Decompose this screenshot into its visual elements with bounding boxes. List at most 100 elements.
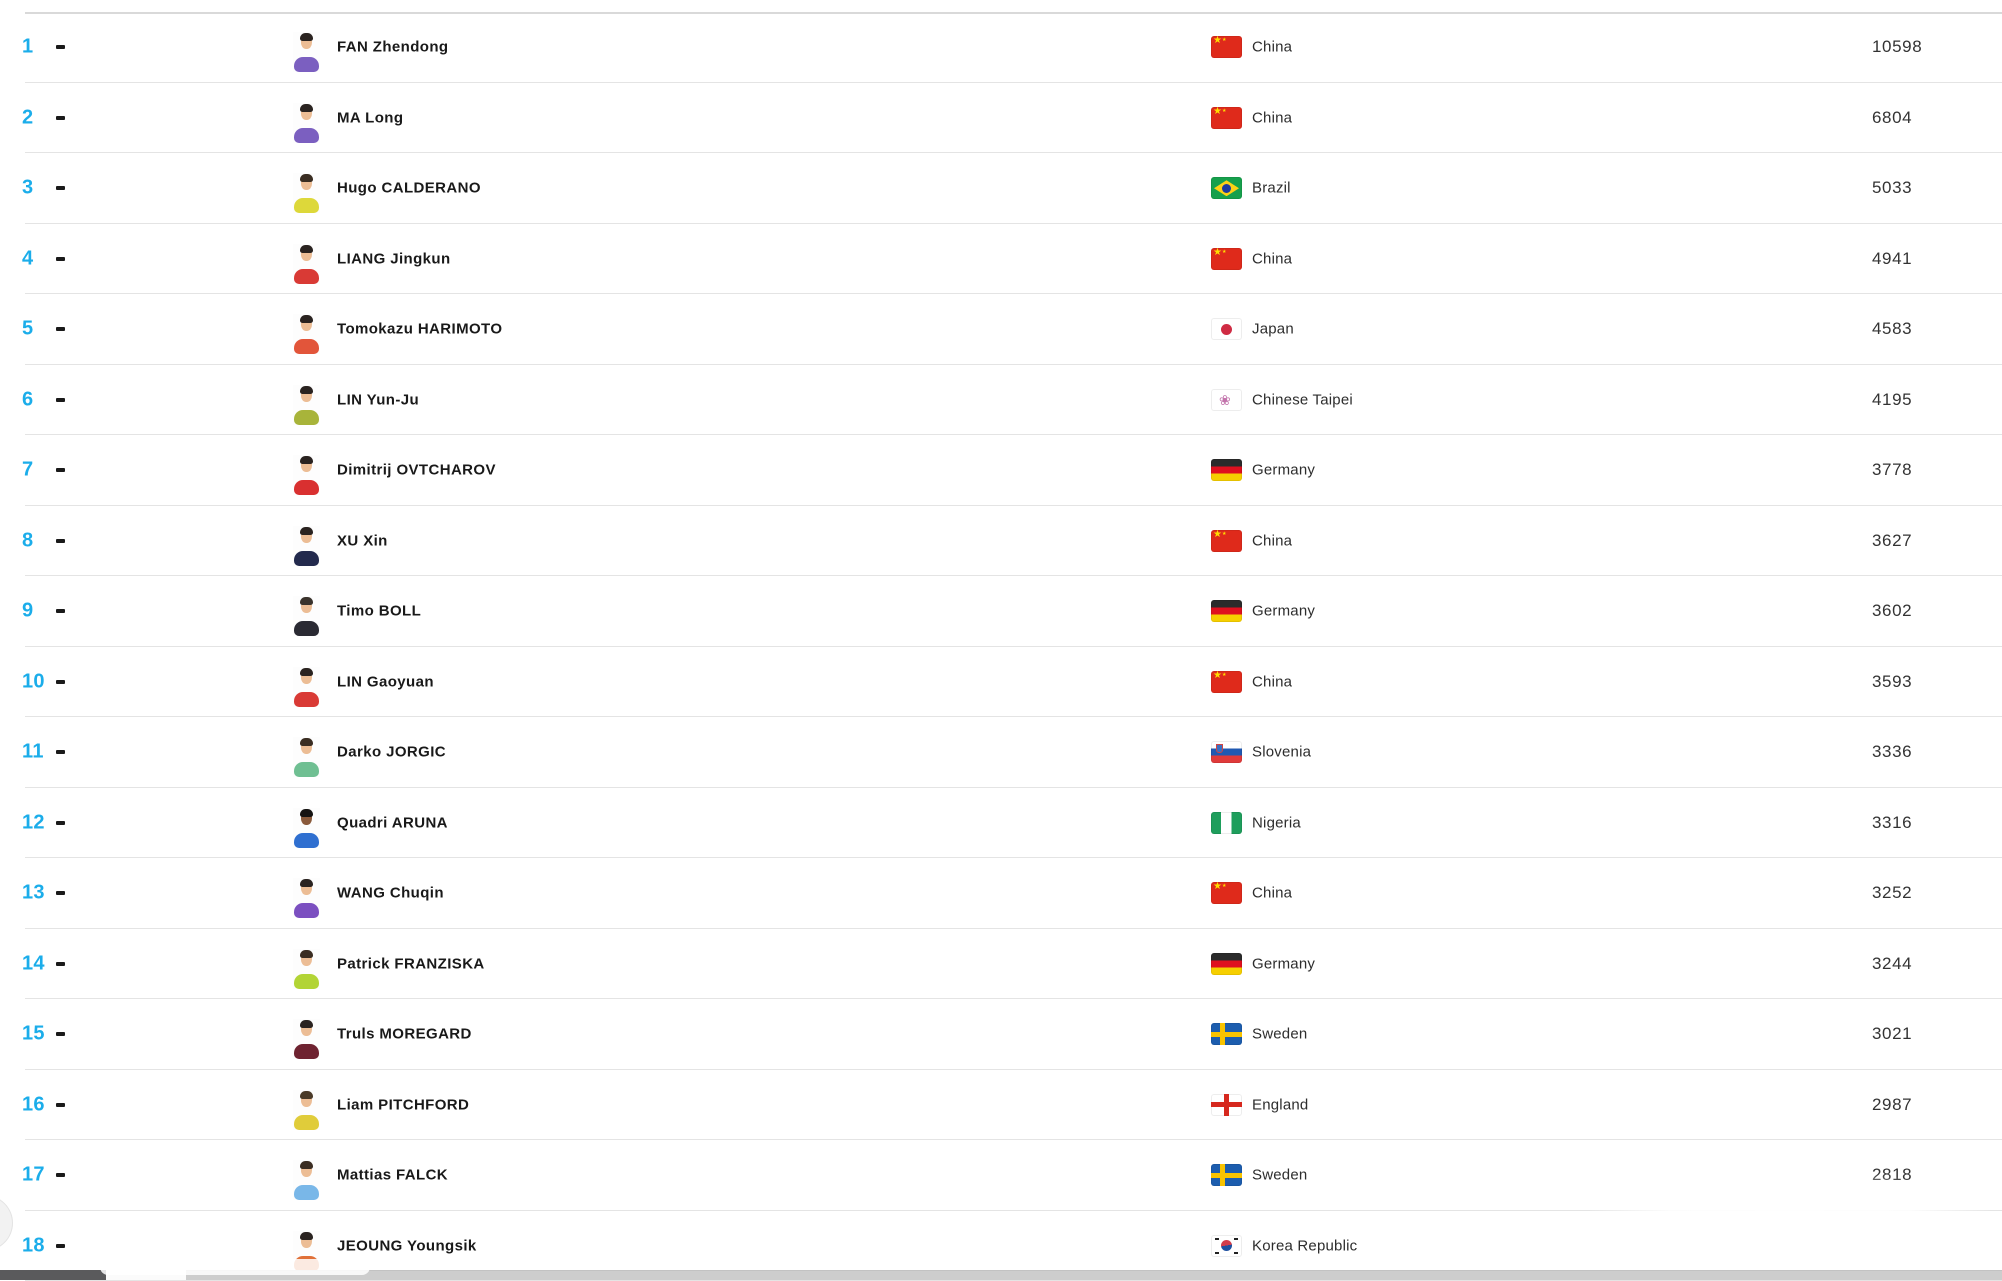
country-name: Nigeria: [1252, 814, 1301, 831]
player-avatar: [293, 173, 320, 213]
country-name: China: [1252, 885, 1292, 902]
avatar-hair: [300, 738, 313, 746]
avatar-shirt: [294, 269, 319, 284]
avatar-hair: [300, 315, 313, 323]
sweden-flag-icon: [1211, 1164, 1242, 1186]
player-name-link[interactable]: Patrick FRANZISKA: [337, 955, 485, 972]
table-row[interactable]: 13 WANG Chuqin China 3252: [0, 858, 2002, 929]
rank-change-dash-icon: [56, 327, 65, 331]
player-avatar: [293, 244, 320, 284]
table-row[interactable]: 5 Tomokazu HARIMOTO Japan 4583: [0, 294, 2002, 365]
player-name-link[interactable]: Truls MOREGARD: [337, 1026, 472, 1043]
chinese-taipei-flag-icon: [1211, 389, 1242, 411]
rank-number: 17: [22, 1164, 45, 1187]
player-avatar: [293, 1231, 320, 1271]
table-row[interactable]: 8 XU Xin China 3627: [0, 506, 2002, 577]
avatar-hair: [300, 527, 313, 535]
player-name-link[interactable]: LIANG Jingkun: [337, 250, 451, 267]
rank-change-dash-icon: [56, 750, 65, 754]
horizontal-scrollbar[interactable]: [0, 1270, 2002, 1280]
table-row[interactable]: 7 Dimitrij OVTCHAROV Germany 3778: [0, 435, 2002, 506]
table-row[interactable]: 9 Timo BOLL Germany 3602: [0, 576, 2002, 647]
points-value: 10598: [1872, 37, 1922, 57]
table-row[interactable]: 11 Darko JORGIC Slovenia 3336: [0, 717, 2002, 788]
player-name-link[interactable]: LIN Yun-Ju: [337, 391, 419, 408]
points-value: 3778: [1872, 460, 1912, 480]
avatar-hair: [300, 950, 313, 958]
country-name: Slovenia: [1252, 744, 1311, 761]
avatar-hair: [300, 1020, 313, 1028]
player-name-link[interactable]: Tomokazu HARIMOTO: [337, 321, 502, 338]
avatar-shirt: [294, 1256, 319, 1271]
table-row[interactable]: 6 LIN Yun-Ju Chinese Taipei 4195: [0, 365, 2002, 436]
country-name: Chinese Taipei: [1252, 391, 1353, 408]
points-value: 3021: [1872, 1024, 1912, 1044]
rank-change-dash-icon: [56, 45, 65, 49]
table-row[interactable]: 15 Truls MOREGARD Sweden 3021: [0, 999, 2002, 1070]
rank-change-dash-icon: [56, 539, 65, 543]
avatar-hair: [300, 1091, 313, 1099]
table-row[interactable]: 16 Liam PITCHFORD England 2987: [0, 1070, 2002, 1141]
country-name: Sweden: [1252, 1167, 1307, 1184]
rank-change-dash-icon: [56, 257, 65, 261]
player-name-link[interactable]: LIN Gaoyuan: [337, 673, 434, 690]
player-name-link[interactable]: Hugo CALDERANO: [337, 180, 481, 197]
table-row[interactable]: 14 Patrick FRANZISKA Germany 3244: [0, 929, 2002, 1000]
china-flag-icon: [1211, 671, 1242, 693]
avatar-hair: [300, 879, 313, 887]
rank-change-dash-icon: [56, 962, 65, 966]
player-name-link[interactable]: Quadri ARUNA: [337, 814, 448, 831]
player-avatar: [293, 667, 320, 707]
rank-number: 3: [22, 177, 33, 200]
rank-number: 14: [22, 952, 45, 975]
table-row[interactable]: 3 Hugo CALDERANO Brazil 5033: [0, 153, 2002, 224]
rank-number: 16: [22, 1093, 45, 1116]
rank-number: 2: [22, 106, 33, 129]
country-name: Korea Republic: [1252, 1237, 1357, 1254]
player-avatar: [293, 1160, 320, 1200]
avatar-shirt: [294, 833, 319, 848]
avatar-hair: [300, 386, 313, 394]
player-name-link[interactable]: Dimitrij OVTCHAROV: [337, 462, 496, 479]
player-name-link[interactable]: FAN Zhendong: [337, 39, 448, 56]
points-value: 2818: [1872, 1165, 1912, 1185]
points-value: 3252: [1872, 883, 1912, 903]
avatar-hair: [300, 1232, 313, 1240]
japan-flag-icon: [1211, 318, 1242, 340]
points-value: 2987: [1872, 1095, 1912, 1115]
player-name-link[interactable]: Darko JORGIC: [337, 744, 446, 761]
rank-change-dash-icon: [56, 821, 65, 825]
player-name-link[interactable]: Mattias FALCK: [337, 1167, 448, 1184]
player-name-link[interactable]: XU Xin: [337, 532, 388, 549]
player-name-link[interactable]: WANG Chuqin: [337, 885, 444, 902]
player-avatar: [293, 808, 320, 848]
rank-number: 18: [22, 1234, 45, 1257]
player-avatar: [293, 949, 320, 989]
rank-change-dash-icon: [56, 891, 65, 895]
player-name-link[interactable]: Timo BOLL: [337, 603, 421, 620]
points-value: 3627: [1872, 531, 1912, 551]
avatar-hair: [300, 597, 313, 605]
rank-number: 1: [22, 36, 33, 59]
rank-number: 15: [22, 1023, 45, 1046]
table-row[interactable]: 1 FAN Zhendong China 10598: [0, 12, 2002, 83]
player-avatar: [293, 878, 320, 918]
avatar-shirt: [294, 480, 319, 495]
avatar-shirt: [294, 903, 319, 918]
player-avatar: [293, 314, 320, 354]
table-row[interactable]: 17 Mattias FALCK Sweden 2818: [0, 1140, 2002, 1211]
rank-number: 13: [22, 882, 45, 905]
player-name-link[interactable]: JEOUNG Youngsik: [337, 1237, 477, 1254]
table-row[interactable]: 12 Quadri ARUNA Nigeria 3316: [0, 788, 2002, 859]
china-flag-icon: [1211, 107, 1242, 129]
avatar-hair: [300, 668, 313, 676]
player-name-link[interactable]: MA Long: [337, 109, 403, 126]
table-row[interactable]: 10 LIN Gaoyuan China 3593: [0, 647, 2002, 718]
table-row[interactable]: 2 MA Long China 6804: [0, 83, 2002, 154]
avatar-shirt: [294, 57, 319, 72]
table-row[interactable]: 4 LIANG Jingkun China 4941: [0, 224, 2002, 295]
scrollbar-thumb[interactable]: [0, 1270, 106, 1280]
player-name-link[interactable]: Liam PITCHFORD: [337, 1096, 469, 1113]
avatar-shirt: [294, 974, 319, 989]
rank-change-dash-icon: [56, 1103, 65, 1107]
